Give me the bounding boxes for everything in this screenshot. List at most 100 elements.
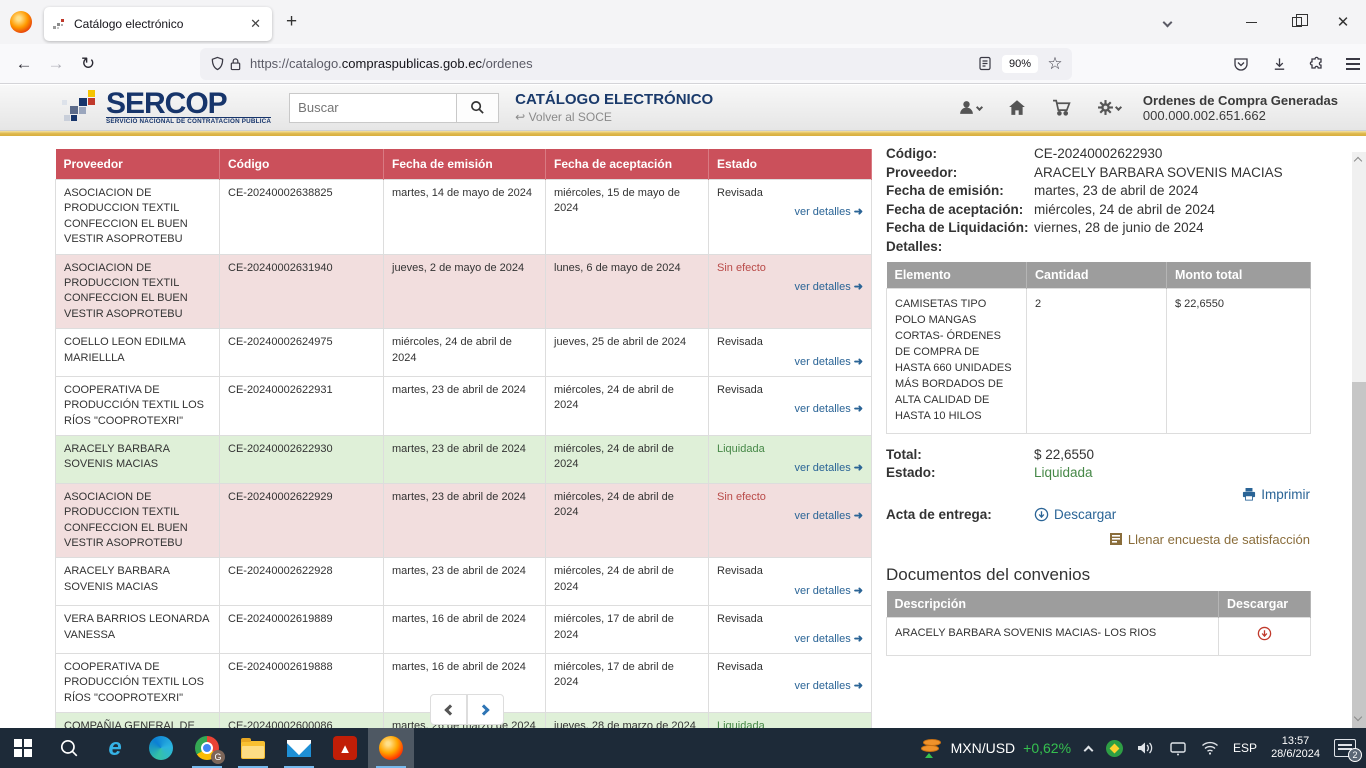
print-link[interactable]: Imprimir [1242,487,1310,502]
cell-provider: COELLO LEON EDILMA MARIELLLA [55,328,220,377]
cell-status: Sin efecto ver detalles ➜ [708,253,872,330]
ver-detalles-link[interactable]: ver detalles ➜ [794,584,863,597]
estado-value: Liquidada [1034,465,1093,480]
zoom-level-indicator[interactable]: 90% [1001,54,1038,73]
taskbar-edge-button[interactable] [138,728,184,768]
forward-button[interactable]: → [47,53,65,73]
menu-icon[interactable] [1346,57,1360,70]
order-items-table: Elemento Cantidad Monto total CAMISETAS TI… [886,262,1311,434]
volume-icon[interactable] [1137,740,1155,756]
search-button[interactable] [457,92,500,123]
pocket-icon[interactable] [1232,55,1250,73]
document-download-icon[interactable] [1257,627,1272,644]
user-menu-icon[interactable] [958,99,983,116]
bookmark-star-icon[interactable]: ☆ [1047,53,1063,73]
ver-detalles-link[interactable]: ver detalles ➜ [794,462,863,475]
detail-field-value: martes, 23 de abril de 2024 [1034,183,1199,198]
cell-status: Revisada ver detalles ➜ [708,179,872,255]
total-label: Total: [886,446,922,462]
ver-detalles-link[interactable]: ver detalles ➜ [794,355,863,368]
cell-code: CE-20240002600086 [219,712,384,728]
url-bar[interactable]: https://catalogo.compraspublicas.gob.ec/… [200,47,1072,80]
antivirus-tray-icon[interactable] [1106,739,1124,757]
cart-icon[interactable] [1052,99,1071,116]
cell-acceptance-date: miércoles, 15 de mayo de 2024 [545,179,709,255]
notification-badge: 2 [1348,748,1362,762]
total-value: $ 22,6550 [1034,446,1095,462]
start-button[interactable] [0,728,46,768]
lock-icon[interactable] [226,55,244,73]
detail-field-label: Proveedor: [886,164,958,180]
cast-icon[interactable] [1169,741,1187,756]
ver-detalles-link[interactable]: ver detalles ➜ [794,403,863,416]
extensions-icon[interactable] [1308,55,1326,73]
wifi-icon[interactable] [1201,741,1219,755]
clock-date: 28/6/2024 [1271,748,1320,760]
notifications-icon[interactable]: 2 [1334,739,1362,762]
taskbar-mail-button[interactable] [276,728,322,768]
acta-download-link[interactable]: Descargar [1034,506,1116,525]
cell-code: CE-20240002622929 [219,482,384,559]
pagination-prev-button[interactable] [430,694,467,725]
search-icon [471,101,484,114]
browser-tab[interactable]: Catálogo electrónico ✕ [44,7,272,41]
currency-ticker[interactable]: MXN/USD +0,62% [920,738,1072,758]
tray-expand-icon[interactable] [1083,745,1094,755]
ver-detalles-link[interactable]: ver detalles ➜ [794,632,863,645]
window-restore-button[interactable] [1274,2,1320,42]
back-to-soce-link[interactable]: ↩ Volver al SOCE [515,110,612,124]
sercop-logo[interactable]: SERCOP SERVICIO NACIONAL DE CONTRATACIÓN… [60,88,272,128]
ver-detalles-link[interactable]: ver detalles ➜ [794,510,863,523]
reader-view-icon[interactable] [976,55,994,73]
scrollbar-thumb[interactable] [1352,382,1366,728]
downloads-icon[interactable] [1270,55,1288,73]
ver-detalles-link[interactable]: ver detalles ➜ [794,280,863,293]
item-element: CAMISETAS TIPO POLO MANGAS CORTAS- ÓRDEN… [886,288,1027,434]
home-icon[interactable] [1008,99,1026,116]
page-scrollbar[interactable] [1352,152,1366,728]
ver-detalles-link[interactable]: ver detalles ➜ [794,206,863,219]
cell-emission-date: martes, 23 de abril de 2024 [383,482,546,559]
cell-code: CE-20240002638825 [219,179,384,255]
scrollbar-down-icon[interactable] [1353,712,1363,722]
language-indicator[interactable]: ESP [1233,741,1258,755]
orders-table: Proveedor Código Fecha de emisión Fecha de … [55,149,872,728]
detail-field-value: viernes, 28 de junio de 2024 [1034,220,1204,235]
cell-acceptance-date: miércoles, 24 de abril de 2024 [545,557,709,607]
taskbar-firefox-button[interactable] [368,728,414,768]
main-area: Proveedor Código Fecha de emisión Fecha de … [0,136,1366,728]
survey-link[interactable]: Llenar encuesta de satisfacción [1109,532,1310,547]
pagination [430,694,504,725]
tab-list-dropdown-icon[interactable] [1144,2,1190,42]
shield-icon[interactable] [208,55,226,73]
taskbar-explorer-button[interactable] [230,728,276,768]
document-download-cell [1218,617,1311,657]
taskbar-ie-button[interactable]: e [108,734,122,761]
page-title: CATÁLOGO ELECTRÓNICO [515,91,714,108]
settings-gear-icon[interactable] [1097,99,1122,116]
search-input[interactable] [289,92,458,123]
taskbar-clock[interactable]: 13:57 28/6/2024 [1271,735,1320,761]
ver-detalles-link[interactable]: ver detalles ➜ [794,680,863,693]
column-header: Estado [708,149,872,180]
tab-close-icon[interactable]: ✕ [250,16,261,31]
arrow-right-icon: ➜ [853,680,863,693]
reload-button[interactable]: ↻ [80,53,96,73]
detail-field-value: miércoles, 24 de abril de 2024 [1034,201,1215,217]
ticker-change: +0,62% [1023,740,1072,756]
arrow-right-icon: ➜ [853,462,863,475]
new-tab-button[interactable]: + [286,11,298,32]
scrollbar-up-icon[interactable] [1353,155,1363,166]
detail-field: Proveedor: ARACELY BARBARA SOVENIS MACIAS [886,164,1310,183]
taskbar-acrobat-button[interactable]: ▲ [322,728,368,768]
back-button[interactable]: ← [15,53,33,73]
cell-provider: ASOCIACION DE PRODUCCION TEXTIL CONFECCI… [55,179,220,255]
detail-field-value: ARACELY BARBARA SOVENIS MACIAS [1034,164,1283,180]
taskbar-search-button[interactable] [46,728,92,768]
firefox-logo-icon[interactable] [10,11,32,33]
detail-field-label: Fecha de Liquidación: [886,220,1029,235]
window-minimize-button[interactable] [1228,2,1274,42]
taskbar-chrome-button[interactable]: G [184,728,230,768]
window-close-button[interactable]: ✕ [1336,14,1350,31]
pagination-next-button[interactable] [467,694,504,725]
